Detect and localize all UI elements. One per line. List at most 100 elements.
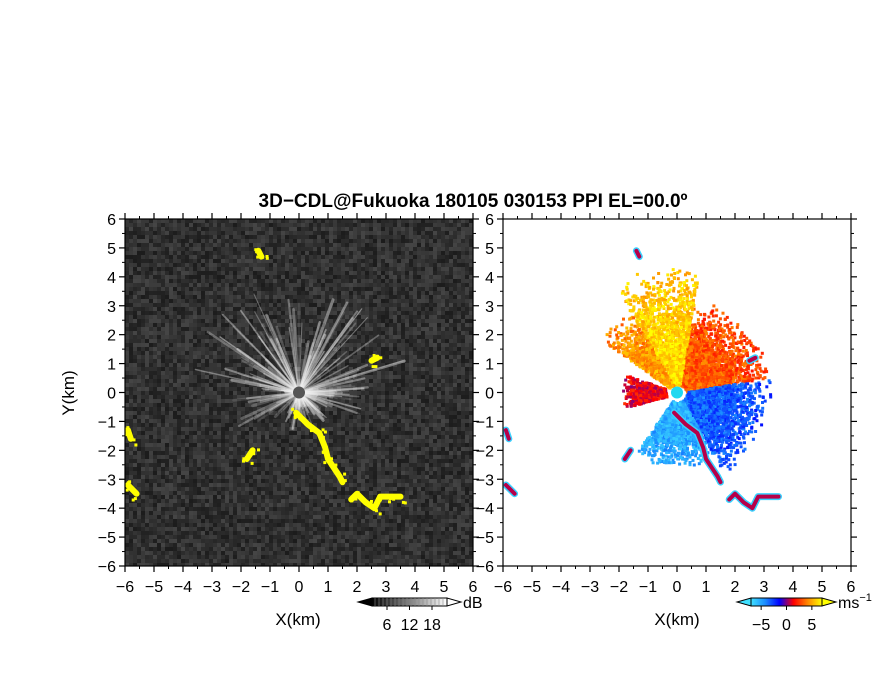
intensity-pixel: [257, 431, 261, 435]
intensity-pixel: [149, 223, 153, 227]
intensity-pixel: [305, 435, 309, 439]
intensity-pixel: [329, 419, 333, 423]
intensity-pixel: [449, 319, 453, 323]
intensity-pixel: [137, 231, 141, 235]
intensity-pixel: [333, 239, 337, 243]
intensity-pixel: [361, 231, 365, 235]
intensity-pixel: [369, 355, 373, 359]
intensity-pixel: [257, 379, 261, 383]
intensity-pixel: [437, 443, 441, 447]
intensity-pixel: [425, 243, 429, 247]
intensity-pixel: [245, 327, 249, 331]
intensity-pixel: [141, 239, 145, 243]
intensity-pixel: [321, 235, 325, 239]
intensity-pixel: [213, 351, 217, 355]
intensity-pixel: [469, 223, 473, 227]
intensity-pixel: [417, 315, 421, 319]
intensity-pixel: [261, 303, 265, 307]
intensity-pixel: [185, 367, 189, 371]
intensity-pixel: [133, 447, 137, 451]
intensity-pixel: [381, 383, 385, 387]
intensity-pixel: [421, 251, 425, 255]
intensity-pixel: [461, 223, 465, 227]
intensity-pixel: [361, 259, 365, 263]
intensity-pixel: [341, 359, 345, 363]
intensity-pixel: [425, 259, 429, 263]
intensity-pixel: [305, 439, 309, 443]
intensity-pixel: [325, 367, 329, 371]
intensity-pixel: [141, 443, 145, 447]
intensity-pixel: [133, 283, 137, 287]
intensity-pixel: [145, 371, 149, 375]
intensity-pixel: [201, 311, 205, 315]
intensity-pixel: [193, 315, 197, 319]
intensity-pixel: [309, 231, 313, 235]
intensity-pixel: [449, 287, 453, 291]
intensity-pixel: [161, 331, 165, 335]
intensity-pixel: [237, 291, 241, 295]
intensity-pixel: [461, 435, 465, 439]
intensity-pixel: [409, 331, 413, 335]
intensity-pixel: [385, 335, 389, 339]
intensity-pixel: [233, 271, 237, 275]
intensity-pixel: [229, 391, 233, 395]
intensity-pixel: [213, 415, 217, 419]
intensity-pixel: [329, 415, 333, 419]
intensity-pixel: [253, 231, 257, 235]
intensity-pixel: [297, 279, 301, 283]
intensity-pixel: [265, 315, 269, 319]
intensity-pixel: [433, 363, 437, 367]
intensity-pixel: [297, 247, 301, 251]
intensity-pixel: [281, 403, 285, 407]
intensity-pixel: [277, 367, 281, 371]
intensity-pixel: [353, 311, 357, 315]
intensity-pixel: [265, 371, 269, 375]
intensity-pixel: [285, 355, 289, 359]
intensity-pixel: [317, 251, 321, 255]
intensity-pixel: [289, 255, 293, 259]
intensity-pixel: [133, 415, 137, 419]
intensity-pixel: [333, 411, 337, 415]
intensity-pixel: [249, 351, 253, 355]
intensity-pixel: [469, 395, 473, 399]
intensity-pixel: [365, 247, 369, 251]
intensity-pixel: [273, 283, 277, 287]
intensity-pixel: [137, 259, 141, 263]
intensity-pixel: [309, 379, 313, 383]
intensity-pixel: [249, 319, 253, 323]
intensity-pixel: [353, 395, 357, 399]
intensity-pixel: [417, 251, 421, 255]
intensity-pixel: [221, 231, 225, 235]
intensity-pixel: [225, 439, 229, 443]
intensity-pixel: [173, 391, 177, 395]
intensity-pixel: [369, 231, 373, 235]
intensity-pixel: [217, 275, 221, 279]
intensity-pixel: [465, 235, 469, 239]
intensity-pixel: [353, 303, 357, 307]
intensity-pixel: [409, 255, 413, 259]
intensity-pixel: [197, 395, 201, 399]
intensity-pixel: [165, 371, 169, 375]
intensity-pixel: [385, 219, 389, 223]
intensity-pixel: [285, 371, 289, 375]
intensity-pixel: [389, 295, 393, 299]
intensity-pixel: [401, 235, 405, 239]
intensity-pixel: [153, 383, 157, 387]
intensity-pixel: [401, 403, 405, 407]
intensity-pixel: [165, 351, 169, 355]
intensity-pixel: [425, 411, 429, 415]
intensity-pixel: [245, 375, 249, 379]
intensity-pixel: [325, 315, 329, 319]
intensity-pixel: [381, 303, 385, 307]
intensity-pixel: [145, 447, 149, 451]
intensity-pixel: [301, 295, 305, 299]
intensity-pixel: [465, 379, 469, 383]
intensity-pixel: [369, 243, 373, 247]
intensity-pixel: [317, 335, 321, 339]
intensity-pixel: [349, 331, 353, 335]
intensity-pixel: [449, 295, 453, 299]
intensity-pixel: [125, 327, 129, 331]
intensity-pixel: [373, 351, 377, 355]
intensity-pixel: [273, 235, 277, 239]
intensity-pixel: [273, 351, 277, 355]
